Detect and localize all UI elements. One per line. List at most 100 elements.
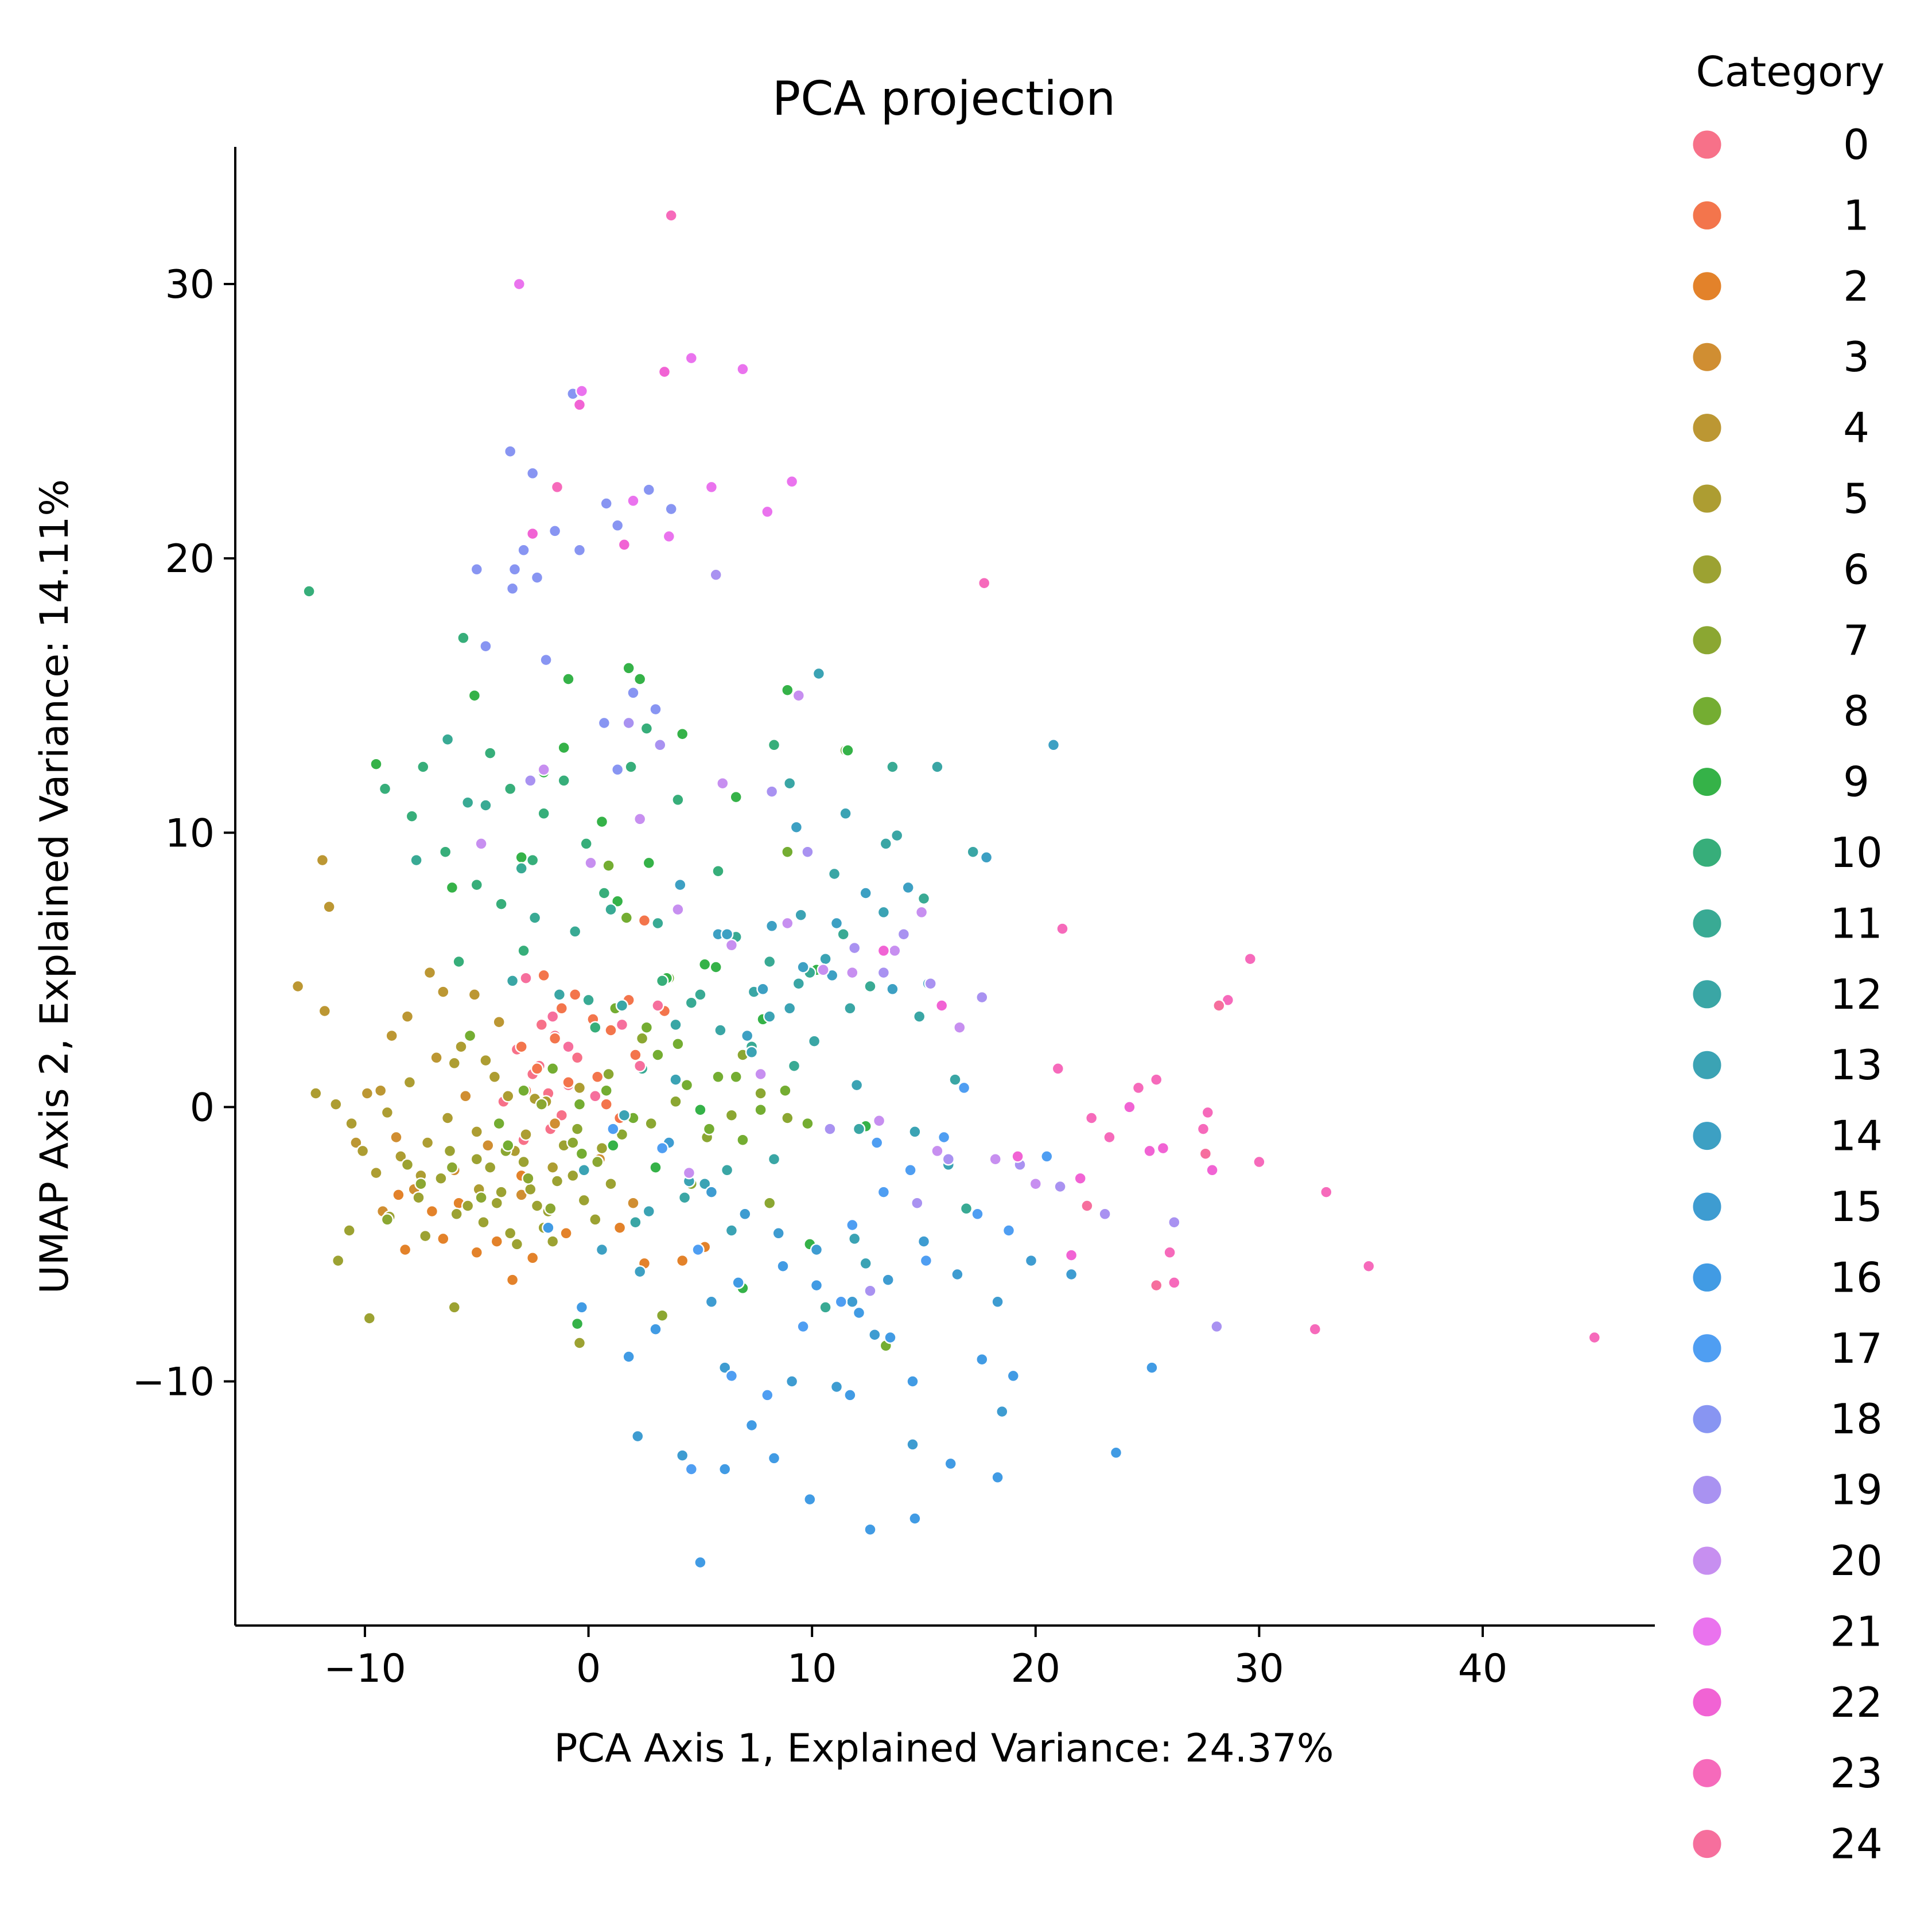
- point-category-14: [740, 1029, 754, 1043]
- legend-label-20: 20: [1830, 1537, 1883, 1585]
- point-category-3: [459, 1090, 472, 1103]
- point-category-13: [745, 1045, 759, 1059]
- point-category-20: [817, 963, 830, 977]
- point-category-9: [675, 727, 689, 741]
- point-category-17: [919, 1254, 933, 1267]
- point-category-1: [537, 969, 550, 982]
- legend-label-1: 1: [1843, 191, 1869, 239]
- point-category-21: [627, 494, 640, 508]
- point-category-23: [1149, 1073, 1163, 1086]
- point-category-17: [691, 1243, 705, 1257]
- point-category-19: [897, 927, 911, 941]
- point-category-9: [607, 1139, 620, 1152]
- point-category-12: [783, 776, 796, 790]
- legend-label-9: 9: [1843, 758, 1869, 806]
- point-category-11: [479, 799, 492, 812]
- point-category-11: [651, 916, 664, 930]
- point-category-12: [912, 1010, 926, 1023]
- legend-marker-23: [1691, 1757, 1723, 1789]
- point-category-17: [937, 1130, 951, 1144]
- point-category-15: [718, 1361, 732, 1374]
- point-category-4: [349, 1136, 363, 1149]
- legend-marker-21: [1691, 1615, 1723, 1647]
- point-category-2: [506, 1273, 519, 1286]
- point-category-11: [568, 925, 582, 938]
- point-category-16: [1109, 1446, 1123, 1460]
- point-category-17: [655, 1141, 669, 1155]
- point-category-7: [644, 1117, 658, 1130]
- point-category-13: [839, 807, 852, 821]
- point-category-15: [738, 1207, 752, 1221]
- point-category-19: [911, 1196, 924, 1210]
- point-category-6: [443, 1144, 457, 1158]
- point-category-13: [848, 1232, 861, 1246]
- point-category-16: [944, 1457, 957, 1471]
- legend-marker-9: [1691, 766, 1723, 798]
- point-category-4: [318, 1004, 332, 1018]
- point-category-4: [291, 979, 305, 993]
- point-category-11: [886, 760, 899, 773]
- point-category-2: [559, 1227, 573, 1240]
- point-category-6: [450, 1207, 463, 1221]
- point-category-4: [423, 966, 437, 979]
- point-category-8: [781, 845, 794, 858]
- point-category-10: [557, 774, 570, 787]
- point-category-8: [492, 1117, 506, 1130]
- point-category-6: [577, 1193, 591, 1207]
- legend-marker-7: [1691, 624, 1723, 656]
- x-tick-label: −10: [324, 1646, 406, 1692]
- point-category-23: [1243, 952, 1257, 966]
- point-category-15: [631, 1429, 644, 1443]
- point-category-22: [658, 365, 671, 379]
- legend-label-19: 19: [1830, 1466, 1883, 1514]
- point-category-8: [671, 1037, 685, 1051]
- point-category-16: [906, 1375, 919, 1388]
- point-category-11: [763, 955, 776, 969]
- legend-marker-6: [1691, 553, 1723, 585]
- point-category-5: [329, 1098, 343, 1111]
- point-category-14: [633, 1265, 647, 1278]
- point-category-24: [1212, 999, 1226, 1012]
- point-category-11: [582, 993, 595, 1007]
- legend-marker-1: [1691, 199, 1723, 231]
- point-category-16: [575, 1301, 589, 1314]
- point-category-10: [378, 782, 392, 796]
- point-category-15: [772, 1227, 785, 1240]
- point-category-23: [1362, 1259, 1375, 1273]
- x-tick-label: 20: [1011, 1646, 1061, 1692]
- point-category-23: [1588, 1331, 1601, 1344]
- point-category-10: [640, 722, 654, 735]
- point-category-19: [975, 990, 989, 1004]
- point-category-14: [674, 878, 687, 892]
- point-category-16: [852, 1306, 866, 1320]
- point-category-2: [526, 1251, 539, 1265]
- point-category-16: [732, 1276, 745, 1289]
- point-category-8: [801, 1117, 814, 1130]
- point-category-7: [602, 1067, 615, 1081]
- point-category-8: [463, 1029, 477, 1043]
- point-category-16: [803, 1492, 817, 1506]
- point-category-12: [678, 1191, 691, 1204]
- point-category-17: [761, 1389, 774, 1402]
- point-category-14: [790, 821, 803, 834]
- legend-marker-24: [1691, 1828, 1723, 1860]
- point-category-5: [356, 1144, 370, 1158]
- point-category-19: [823, 1122, 837, 1136]
- plot-area: −10 0 10 20 30 40 −10 0 10 20 30: [132, 147, 1655, 1692]
- legend-label-12: 12: [1830, 970, 1883, 1018]
- point-category-20: [537, 763, 550, 776]
- point-category-15: [868, 1328, 881, 1342]
- point-category-17: [1002, 1224, 1016, 1237]
- point-category-12: [890, 829, 904, 842]
- point-category-8: [502, 1139, 515, 1152]
- point-category-10: [537, 807, 550, 821]
- point-category-18: [642, 483, 656, 496]
- point-category-5: [488, 1070, 502, 1084]
- point-category-17: [725, 1369, 738, 1383]
- point-category-2: [398, 1243, 412, 1257]
- point-category-7: [570, 1122, 584, 1136]
- legend-label-2: 2: [1843, 262, 1869, 310]
- point-category-19: [1054, 1180, 1067, 1193]
- point-category-8: [620, 911, 633, 924]
- point-category-12: [792, 977, 806, 990]
